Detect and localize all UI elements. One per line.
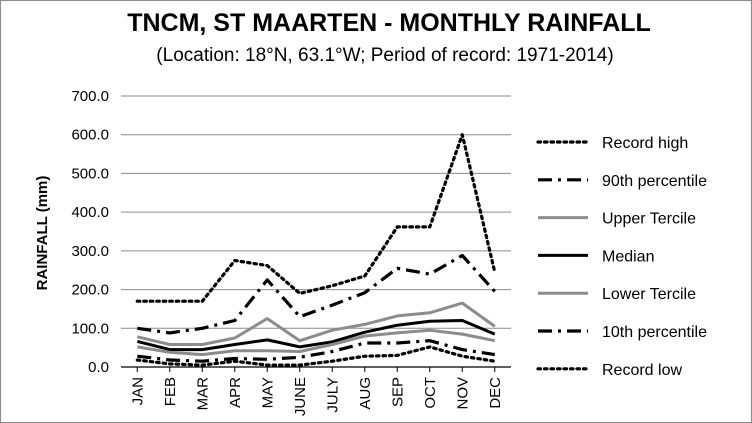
- series-line: [137, 253, 496, 335]
- x-tick-label: APR: [227, 377, 244, 408]
- y-tick-label: 300.0: [71, 243, 109, 260]
- y-tick-label: 100.0: [71, 320, 109, 337]
- legend-entry-label: 90th percentile: [602, 173, 707, 190]
- series-line: [135, 345, 497, 367]
- y-tick-label: 400.0: [71, 204, 109, 221]
- series-line: [135, 133, 497, 303]
- x-tick-label: NOV: [454, 377, 471, 410]
- x-tick-label: FEB: [162, 377, 179, 406]
- legend-entry-label: 10th percentile: [602, 324, 707, 341]
- x-tick-label: SEP: [389, 377, 406, 407]
- legend-entry-label: Record high: [602, 135, 688, 152]
- y-tick-label: 600.0: [71, 127, 109, 144]
- series-lines: [135, 133, 497, 367]
- chart-subtitle: (Location: 18°N, 63.1°W; Period of recor…: [156, 45, 613, 66]
- y-tick-label: 0.0: [88, 359, 109, 376]
- x-tick-label: JAN: [129, 377, 146, 405]
- x-axis-ticks: JAN FEB MAR APR MAY JUNE JULY AUG SEP OCT NOV DEC: [129, 367, 504, 416]
- gridlines: [121, 95, 511, 368]
- legend-entry-label: Record low: [602, 362, 682, 379]
- legend-entry-label: Upper Tercile: [602, 211, 696, 228]
- series-line: [137, 339, 496, 363]
- x-tick-label: MAY: [259, 377, 276, 408]
- series-line: [136, 301, 496, 346]
- x-tick-label: OCT: [422, 377, 439, 409]
- series-line: [137, 328, 496, 357]
- x-tick-label: MAR: [194, 377, 211, 411]
- x-tick-label: DEC: [487, 377, 504, 409]
- series-line: [136, 319, 496, 352]
- y-tick-label: 500.0: [71, 165, 109, 182]
- y-tick-label: 700.0: [71, 88, 109, 105]
- legend-entry-label: Median: [602, 248, 654, 265]
- y-axis-ticks: 0.0 100.0 200.0 300.0 400.0 500.0 600.0 700.0: [71, 88, 109, 376]
- legend-entry-label: Lower Tercile: [602, 286, 696, 303]
- x-tick-label: AUG: [357, 377, 374, 410]
- y-axis-label: RAINFALL (mm): [34, 176, 51, 291]
- legend: Record high 90th percentile Upper Tercile M…: [536, 135, 707, 379]
- y-tick-label: 200.0: [71, 282, 109, 299]
- x-tick-label: JUNE: [292, 377, 309, 416]
- chart-title: TNCM, ST MAARTEN - MONTHLY RAINFALL: [127, 9, 651, 37]
- x-tick-label: JULY: [324, 377, 341, 413]
